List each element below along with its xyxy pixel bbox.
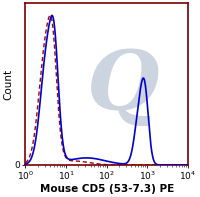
Text: Q: Q bbox=[87, 47, 159, 127]
X-axis label: Mouse CD5 (53-7.3) PE: Mouse CD5 (53-7.3) PE bbox=[40, 184, 174, 193]
Y-axis label: Count: Count bbox=[3, 69, 13, 100]
